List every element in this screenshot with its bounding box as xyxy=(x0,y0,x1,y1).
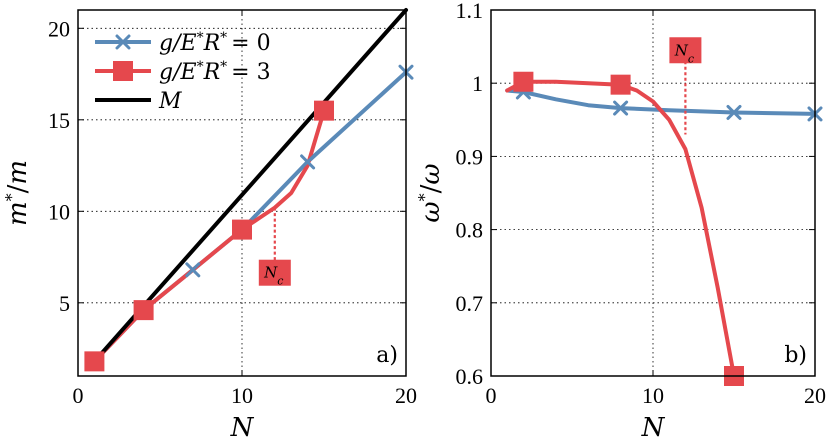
marker-blue xyxy=(613,100,629,116)
marker-blue xyxy=(726,104,742,120)
y-tick-label: 10 xyxy=(48,199,70,224)
marker-red xyxy=(232,219,252,240)
nc-annotation-a: Nc xyxy=(258,207,291,288)
marker-blue xyxy=(185,262,201,278)
nc-label: Nc xyxy=(263,264,283,288)
y-tick-label: 0.8 xyxy=(456,218,484,243)
y-tick-label: 0.6 xyxy=(456,364,484,389)
y-tick-label: 1 xyxy=(472,71,483,96)
nc-label-box xyxy=(258,259,291,286)
y-tick-label: 5 xyxy=(59,291,70,316)
y-axis-label-a: m*/m xyxy=(2,160,34,226)
series-line-red xyxy=(505,79,736,378)
grid-b xyxy=(491,10,815,376)
grid-a xyxy=(78,10,406,376)
y-tick-label: 15 xyxy=(48,108,70,133)
nc-label: Nc xyxy=(674,41,694,64)
x-tick-label: 20 xyxy=(395,383,417,408)
panel-label-b: b) xyxy=(784,343,807,368)
y-label-num: m xyxy=(3,201,33,226)
legend: g/E*R* = 0 g/E*R* = 3 M xyxy=(95,30,271,114)
y-tick-label: 0.7 xyxy=(456,291,484,316)
series-markers-a xyxy=(84,64,414,372)
x-axis-label-b: N xyxy=(641,413,666,441)
x-tick-label: 0 xyxy=(486,383,497,408)
panel-a: Nc 0 10 20 5 10 15 20 g/E*R* = 0 g/E*R* = 3 M a) N… xyxy=(2,8,417,441)
legend-label: g/E*R* = 3 xyxy=(159,59,271,85)
legend-label: g/E*R* = 0 xyxy=(159,30,271,56)
legend-label: M xyxy=(158,89,182,114)
legend-marker-x xyxy=(115,34,131,50)
y-tick-label: 0.9 xyxy=(456,144,484,169)
x-tick-label: 20 xyxy=(804,383,826,408)
marker-red xyxy=(513,71,534,92)
marker-red xyxy=(84,351,105,372)
panel-b: Nc 0 10 20 0.6 0.7 0.8 0.9 1 1.1 b) N ω*/ω xyxy=(415,0,827,441)
y-tick-label: 1.1 xyxy=(456,0,484,23)
x-tick-label: 10 xyxy=(231,383,253,408)
marker-red xyxy=(133,300,154,321)
nc-annotation-b: Nc xyxy=(669,37,702,135)
series-line-blue xyxy=(505,88,817,116)
series-lines-b xyxy=(505,79,817,378)
y-tick-label: 20 xyxy=(48,16,70,41)
x-tick-label: 10 xyxy=(642,383,664,408)
panel-label-a: a) xyxy=(376,343,398,368)
ticks-b: 0 10 20 0.6 0.7 0.8 0.9 1 1.1 xyxy=(456,0,827,408)
ticks-a: 0 10 20 5 10 15 20 xyxy=(48,10,417,408)
legend-marker-square xyxy=(113,61,133,81)
y-axis-label-b: ω*/ω xyxy=(415,163,447,222)
series-line-red xyxy=(92,108,326,364)
marker-red xyxy=(314,100,334,121)
nc-label-box xyxy=(669,37,702,64)
marker-red xyxy=(610,74,631,95)
x-tick-label: 0 xyxy=(73,383,84,408)
x-axis-label-a: N xyxy=(230,413,255,441)
y-label-den: m xyxy=(3,160,33,185)
marker-blue xyxy=(300,154,316,170)
